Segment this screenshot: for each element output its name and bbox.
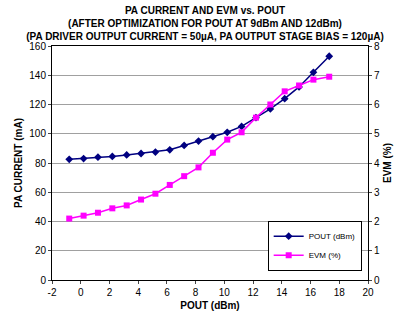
svg-text:20: 20 — [35, 245, 47, 256]
svg-text:4: 4 — [374, 158, 380, 169]
svg-text:-2: -2 — [48, 287, 57, 298]
svg-text:8: 8 — [374, 41, 380, 52]
svg-text:6: 6 — [164, 287, 170, 298]
svg-text:1: 1 — [374, 245, 380, 256]
svg-text:16: 16 — [305, 287, 317, 298]
svg-text:20: 20 — [362, 287, 374, 298]
svg-text:PA CURRENT AND EVM vs. POUT(AF: PA CURRENT AND EVM vs. POUT(AFTER OPTIMI… — [26, 5, 384, 42]
svg-text:80: 80 — [35, 158, 47, 169]
svg-text:POUT (dBm): POUT (dBm) — [180, 300, 239, 311]
svg-text:EVM (%): EVM (%) — [309, 251, 341, 260]
svg-text:0: 0 — [78, 287, 84, 298]
svg-text:10: 10 — [219, 287, 231, 298]
svg-text:140: 140 — [29, 70, 46, 81]
svg-text:0: 0 — [374, 275, 380, 286]
svg-text:4: 4 — [135, 287, 141, 298]
svg-text:60: 60 — [35, 187, 47, 198]
svg-text:14: 14 — [276, 287, 288, 298]
svg-text:100: 100 — [29, 128, 46, 139]
svg-text:2: 2 — [374, 216, 380, 227]
svg-text:0: 0 — [40, 275, 46, 286]
svg-text:PA CURRENT (mA): PA CURRENT (mA) — [13, 118, 24, 208]
svg-text:2: 2 — [107, 287, 113, 298]
svg-text:120: 120 — [29, 99, 46, 110]
svg-text:7: 7 — [374, 70, 380, 81]
svg-text:12: 12 — [248, 287, 260, 298]
svg-text:3: 3 — [374, 187, 380, 198]
svg-text:40: 40 — [35, 216, 47, 227]
svg-text:8: 8 — [193, 287, 199, 298]
svg-text:6: 6 — [374, 99, 380, 110]
svg-text:POUT (dBm): POUT (dBm) — [309, 232, 355, 241]
svg-text:160: 160 — [29, 41, 46, 52]
svg-text:5: 5 — [374, 128, 380, 139]
svg-text:EVM (%): EVM (%) — [382, 143, 393, 183]
svg-text:18: 18 — [334, 287, 346, 298]
